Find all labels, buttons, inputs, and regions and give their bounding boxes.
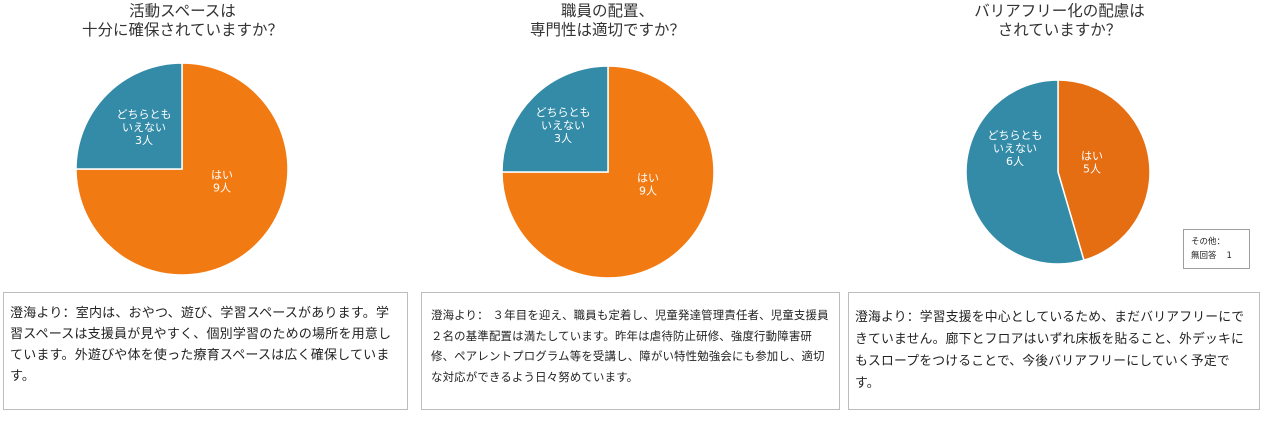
other-count: 1 [1226,251,1232,261]
comment-text: 澄海より：学習支援を中心としているため、まだバリアフリーにできていません。廊下と… [855,310,1245,391]
pie-slice-label-line: いえない [993,142,1037,155]
chart-title-line: 活動スペースは [129,2,236,20]
chart-title-line: されていますか？ [997,21,1122,39]
other-row: 無回答 1 [1191,249,1249,263]
pie-slice-label-line: 3人 [554,132,572,145]
pie-slice-label-line: はい [637,172,659,185]
chart-title: バリアフリー化の配慮は されていますか？ [877,2,1242,40]
pie-slice [1057,79,1151,262]
chart-title-line: 専門性は適切ですか？ [529,21,685,39]
chart-panel-barrier-free: バリアフリー化の配慮は されていますか？ [877,0,1242,422]
pie-slice-label: はい 5人 [1081,150,1103,176]
comment-box-staff: 澄海より： ３年目を迎え、職員も定着し、児童発達管理責任者、児童支援員２名の基準… [421,292,840,410]
chart-panel-staff: 職員の配置、 専門性は適切ですか？ [425,0,790,422]
pie-slice-label: はい 9人 [211,169,233,195]
pie-slice-label-line: どちらとも [988,129,1043,142]
other-heading: その他： [1191,237,1226,247]
pie-slice-label: どちらともいえない 3人 [117,108,172,147]
chart-title-line: 十分に確保されていますか？ [81,21,284,39]
pie-slice-label-line: 6人 [1006,155,1024,168]
other-answers-box: その他： 無回答 1 [1183,229,1250,269]
comment-text: 澄海より：室内は、おやつ、遊び、学習スペースがあります。学習スペースは支援員が見… [10,306,392,384]
pie-slice-label: どちらともいえない 6人 [988,129,1043,168]
pie-slice [965,79,1085,265]
other-label: 無回答 [1191,251,1217,261]
pie-slice-label-line: はい [211,169,233,182]
pie-slice-label-line: どちらとも [536,106,591,119]
chart-panel-space: 活動スペースは 十分に確保されていますか？ [0,0,365,422]
pie-slice-label-line: 5人 [1083,163,1101,176]
comment-box-barrier-free: 澄海より：学習支援を中心としているため、まだバリアフリーにできていません。廊下と… [848,292,1260,410]
chart-title-line: バリアフリー化の配慮は [974,2,1145,20]
pie-slice [75,62,183,170]
pie-slice [501,65,609,173]
pie-slice [75,62,289,276]
pie-slice-label: はい 9人 [637,172,659,198]
comment-text: 澄海より： ３年目を迎え、職員も定着し、児童発達管理責任者、児童支援員２名の基準… [431,308,829,384]
chart-title: 活動スペースは 十分に確保されていますか？ [0,2,365,40]
pie-slice-label-line: いえない [122,121,166,134]
pie-slice-label-line: 9人 [213,182,231,195]
pie-slice-label: どちらともいえない 3人 [536,106,591,145]
pie-slice-label-line: どちらとも [117,108,172,121]
pie-slice-label-line: いえない [541,119,585,132]
comment-box-space: 澄海より：室内は、おやつ、遊び、学習スペースがあります。学習スペースは支援員が見… [3,292,408,410]
pie-slice-label-line: はい [1081,150,1103,163]
chart-title-line: 職員の配置、 [560,2,654,20]
pie-slice [501,65,715,279]
chart-title: 職員の配置、 専門性は適切ですか？ [425,2,790,40]
pie-slice-label-line: 3人 [135,134,153,147]
pie-slice-label-line: 9人 [639,185,657,198]
